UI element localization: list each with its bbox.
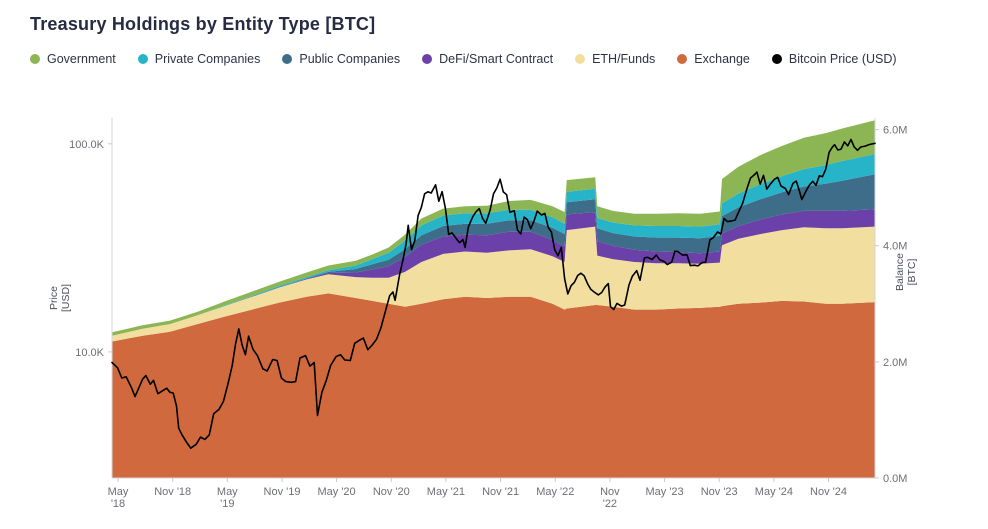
svg-text:100.0K: 100.0K	[69, 139, 105, 151]
svg-text:Nov '21: Nov '21	[482, 486, 519, 498]
svg-text:May '22: May '22	[536, 486, 574, 498]
legend-label: ETH/Funds	[592, 52, 656, 66]
svg-text:Nov'22: Nov '22	[600, 486, 620, 510]
legend-item-exchange[interactable]: Exchange	[677, 52, 750, 66]
legend-item-public-companies[interactable]: Public Companies	[282, 52, 400, 66]
legend-item-private-companies[interactable]: Private Companies	[137, 52, 261, 66]
svg-text:May'19: May '19	[217, 486, 238, 510]
axis-frame	[111, 118, 876, 479]
legend-label: Government	[47, 52, 116, 66]
price-line[interactable]	[111, 138, 876, 449]
legend: Government Private Companies Public Compan…	[30, 52, 897, 66]
legend-label: Exchange	[694, 52, 750, 66]
legend-label: Public Companies	[299, 52, 401, 66]
legend-label: Bitcoin Price (USD)	[788, 52, 897, 66]
svg-text:6.0M: 6.0M	[883, 125, 907, 137]
chart-plot-area[interactable]	[112, 118, 875, 478]
left-axis-title: Price[USD]	[48, 284, 72, 312]
svg-text:Nov '23: Nov '23	[701, 486, 738, 498]
chart-title: Treasury Holdings by Entity Type [BTC]	[30, 14, 376, 34]
legend-label: Private Companies	[154, 52, 261, 66]
exchange-swatch-icon	[677, 54, 688, 64]
legend-item-eth-funds[interactable]: ETH/Funds	[575, 52, 655, 66]
area-private-companies[interactable]	[112, 154, 875, 336]
right-axis: 0.0M 2.0M 4.0M 6.0M	[875, 125, 907, 485]
svg-text:Nov '18: Nov '18	[154, 486, 191, 498]
svg-text:4.0M: 4.0M	[883, 241, 907, 253]
area-government[interactable]	[112, 120, 875, 336]
svg-text:10.0K: 10.0K	[75, 347, 104, 359]
svg-text:May'18: May '18	[108, 486, 129, 510]
x-axis: May '18 Nov '18 May '19 Nov '19 May '20 Nov '20…	[108, 478, 847, 510]
right-axis-title: Balance[BTC]	[894, 253, 918, 291]
eth-funds-swatch-icon	[575, 54, 586, 64]
legend-item-bitcoin-price-usd[interactable]: Bitcoin Price (USD)	[771, 52, 897, 66]
svg-text:Nov '24: Nov '24	[810, 486, 847, 498]
defi-smart-contract-swatch-icon	[422, 54, 433, 64]
svg-text:May '23: May '23	[646, 486, 684, 498]
area-defi-smart-contract[interactable]	[112, 209, 875, 336]
area-eth-funds[interactable]	[112, 226, 875, 342]
government-swatch-icon	[30, 54, 40, 64]
svg-text:0.0M: 0.0M	[883, 473, 907, 485]
bitcoin-price-usd-swatch-icon	[771, 54, 782, 64]
area-exchange[interactable]	[112, 293, 875, 478]
legend-label: DeFi/Smart Contract	[439, 52, 554, 66]
legend-item-government[interactable]: Government	[30, 52, 116, 66]
svg-text:May '20: May '20	[318, 486, 356, 498]
svg-text:May '24: May '24	[755, 486, 793, 498]
left-axis: 10.0K 100.0K	[69, 139, 112, 359]
stacked-areas	[112, 120, 875, 478]
svg-text:Nov '20: Nov '20	[373, 486, 410, 498]
svg-text:May '21: May '21	[427, 486, 465, 498]
svg-text:Nov '19: Nov '19	[264, 486, 301, 498]
legend-item-defi-smart-contract[interactable]: DeFi/Smart Contract	[422, 52, 553, 66]
public-companies-swatch-icon	[282, 54, 293, 64]
private-companies-swatch-icon	[137, 54, 148, 64]
svg-text:2.0M: 2.0M	[883, 357, 907, 369]
